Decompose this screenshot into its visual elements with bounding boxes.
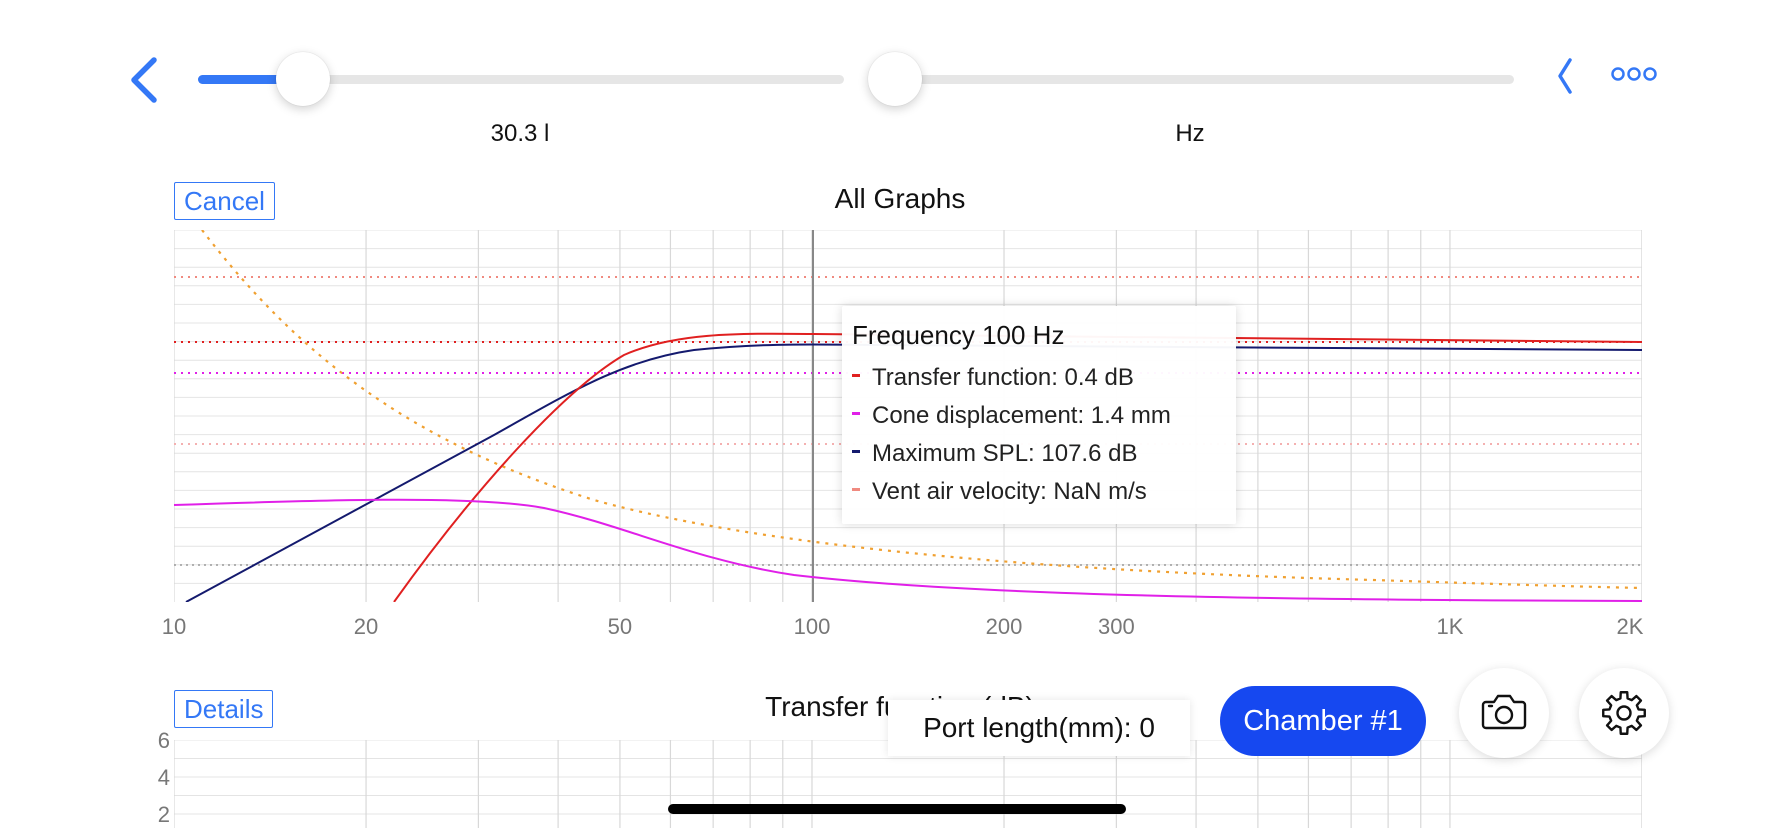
settings-button[interactable] xyxy=(1579,668,1669,758)
vent-legend-mark xyxy=(852,488,860,492)
chevron-left-thin-icon xyxy=(1558,58,1572,94)
back-button[interactable] xyxy=(122,50,166,110)
port-length-value: 0 xyxy=(1139,712,1155,743)
frequency-slider-track xyxy=(868,75,1514,84)
frequency-slider-knob[interactable] xyxy=(868,52,922,106)
chart-tooltip: Frequency 100 Hz Transfer function: 0.4 … xyxy=(842,306,1236,524)
tooltip-row-cone: Cone displacement: 1.4 mm xyxy=(852,402,1171,430)
home-indicator xyxy=(668,804,1126,814)
graph-title: All Graphs xyxy=(834,183,966,214)
chart2-grid xyxy=(174,740,1642,828)
x-tick-label: 50 xyxy=(607,614,633,639)
x-tick-label: 200 xyxy=(985,614,1023,639)
spl-legend-mark xyxy=(852,450,860,454)
volume-slider-fill xyxy=(198,75,304,84)
volume-slider-knob[interactable] xyxy=(276,52,330,106)
cancel-button[interactable]: Cancel xyxy=(174,182,275,220)
x-tick-label: 20 xyxy=(353,614,379,639)
x-tick-label: 10 xyxy=(161,614,187,639)
collapse-button[interactable] xyxy=(1552,54,1576,98)
chevron-left-icon xyxy=(131,57,157,103)
spl-curve xyxy=(185,343,1642,602)
volume-slider-track xyxy=(198,75,844,84)
gear-icon xyxy=(1602,691,1646,735)
y-tick-label: 4 xyxy=(157,765,170,790)
transfer-function-chart[interactable] xyxy=(174,740,1642,828)
frequency-unit: Hz xyxy=(1175,120,1205,147)
port-length-label: Port length(mm): xyxy=(923,712,1132,743)
port-length-display: Port length(mm): 0 xyxy=(888,700,1190,756)
frequency-slider[interactable] xyxy=(868,52,1514,124)
y-tick-label: 2 xyxy=(157,802,170,827)
details-button[interactable]: Details xyxy=(174,690,274,728)
x-tick-label: 300 xyxy=(1098,614,1135,639)
transfer-legend-mark xyxy=(852,374,860,378)
camera-button[interactable] xyxy=(1459,668,1549,758)
chamber-button[interactable]: Chamber #1 xyxy=(1220,686,1426,756)
more-options-button[interactable] xyxy=(1610,62,1658,86)
ellipsis-icon xyxy=(1611,67,1657,81)
y-tick-label: 6 xyxy=(157,728,170,753)
transfer-curve xyxy=(393,332,1642,602)
x-tick-label: 100 xyxy=(793,614,831,639)
tooltip-title: Frequency 100 Hz xyxy=(852,320,1065,350)
x-tick-label: 1K xyxy=(1436,614,1464,639)
tooltip-row-vent: Vent air velocity: NaN m/s xyxy=(852,478,1147,506)
cone-legend-mark xyxy=(852,412,860,416)
tooltip-row-spl: Maximum SPL: 107.6 dB xyxy=(852,440,1137,468)
cone-displacement-curve xyxy=(174,498,1642,602)
tooltip-row-transfer: Transfer function: 0.4 dB xyxy=(852,364,1134,392)
volume-value: 30.3 l xyxy=(490,120,550,147)
x-tick-label: 2K xyxy=(1616,614,1644,639)
volume-slider[interactable] xyxy=(198,52,844,124)
camera-icon xyxy=(1481,694,1527,730)
